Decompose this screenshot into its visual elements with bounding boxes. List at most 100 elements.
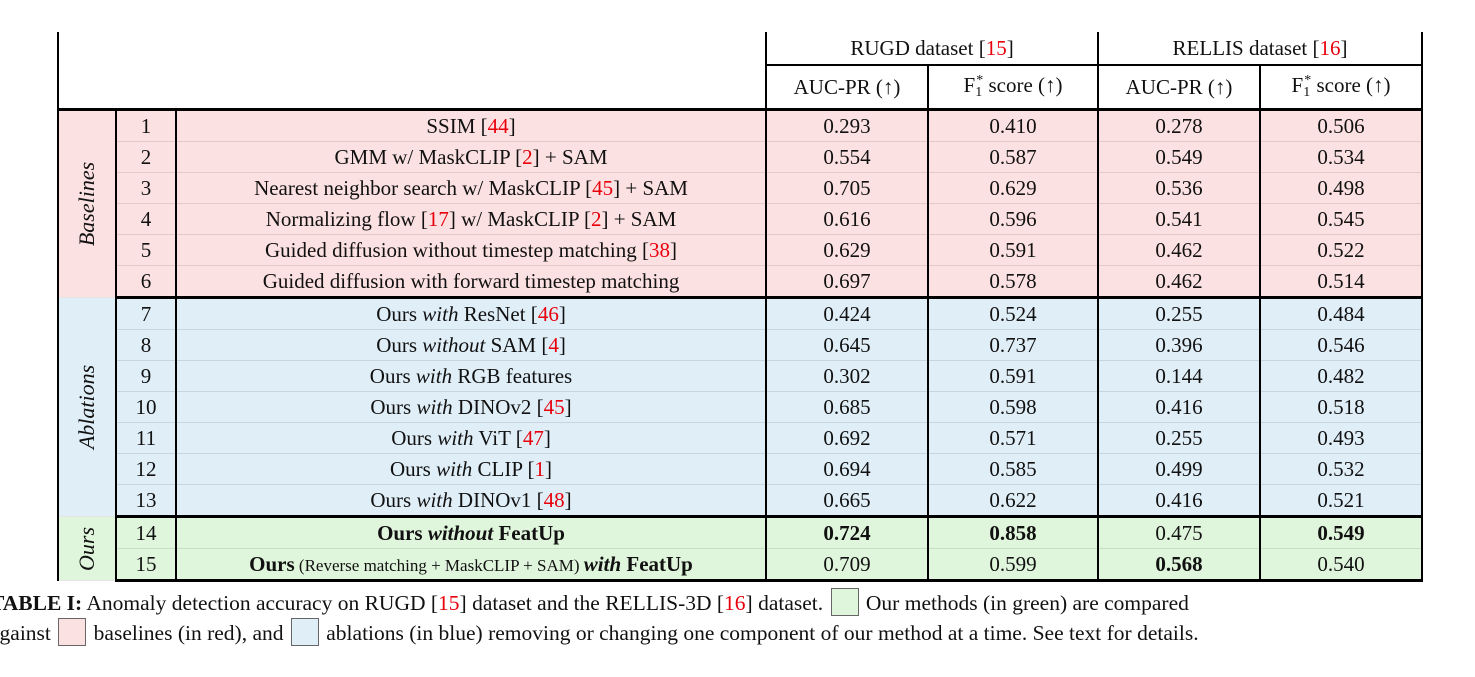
header-blank-cell-2 xyxy=(56,65,768,111)
method-text: Ours xyxy=(369,363,416,388)
rugd-f1-header: F1* score (↑) xyxy=(927,65,1100,111)
value-cell: 0.616 xyxy=(765,203,930,235)
method-italic: without xyxy=(427,520,494,545)
method-text: ] xyxy=(558,332,566,357)
value-cell: 0.546 xyxy=(1259,329,1424,361)
green-swatch-icon xyxy=(830,588,859,616)
citation-ref[interactable]: 46 xyxy=(537,301,559,326)
method-text: ] + SAM xyxy=(601,206,677,231)
method-text: ] xyxy=(508,113,516,138)
caption-text: baselines (in red), and xyxy=(88,621,289,645)
citation-ref[interactable]: 44 xyxy=(487,113,509,138)
method-cell: Ours with RGB features xyxy=(174,360,768,392)
value-cell: 0.482 xyxy=(1259,360,1424,392)
citation-ref[interactable]: 2 xyxy=(522,144,533,169)
blue-swatch-icon xyxy=(290,618,319,646)
method-cell: Ours (Reverse matching + MaskCLIP + SAM)… xyxy=(174,548,768,582)
table-row: 2 GMM w/ MaskCLIP [2] + SAM 0.554 0.587 … xyxy=(58,141,1424,173)
method-text: ViT [ xyxy=(473,425,523,450)
value-cell: 0.694 xyxy=(765,453,930,485)
row-number: 14 xyxy=(115,516,177,549)
value-cell: 0.709 xyxy=(765,548,930,582)
f1-rest: score (↑) xyxy=(1311,73,1391,97)
rellis-f1-header: F1* score (↑) xyxy=(1259,65,1424,111)
method-italic: with xyxy=(416,487,453,512)
method-text: RGB features xyxy=(452,363,573,388)
method-cell: Normalizing flow [17] w/ MaskCLIP [2] + … xyxy=(174,203,768,235)
value-cell: 0.302 xyxy=(765,360,930,392)
value-cell: 0.498 xyxy=(1259,172,1424,204)
row-number: 9 xyxy=(115,360,177,392)
value-cell: 0.622 xyxy=(927,484,1100,518)
value-cell: 0.532 xyxy=(1259,453,1424,485)
method-italic: with xyxy=(422,301,459,326)
citation-ref[interactable]: 2 xyxy=(590,206,602,231)
method-italic: with xyxy=(437,425,474,450)
citation-ref[interactable]: 1 xyxy=(534,456,546,481)
header-blank-cell xyxy=(56,32,768,65)
method-text: Ours xyxy=(390,456,437,481)
value-cell: 0.396 xyxy=(1097,329,1262,361)
header-row-datasets: RUGD dataset [15] RELLIS dataset [16] xyxy=(56,32,1424,66)
method-text: Nearest neighbor search w/ MaskCLIP [ xyxy=(254,175,593,200)
caption-text: Anomaly detection accuracy on RUGD [ xyxy=(82,591,439,615)
value-cell: 0.534 xyxy=(1259,141,1424,173)
citation-ref[interactable]: 48 xyxy=(543,487,565,512)
value-cell: 0.705 xyxy=(765,172,930,204)
value-cell: 0.293 xyxy=(765,108,930,142)
value-cell: 0.424 xyxy=(765,297,930,330)
baselines-text: Baselines xyxy=(74,161,99,247)
caption-ref[interactable]: 16 xyxy=(724,591,746,615)
row-number: 13 xyxy=(115,484,177,518)
table-row: 3 Nearest neighbor search w/ MaskCLIP [4… xyxy=(58,172,1424,204)
value-cell: 0.599 xyxy=(927,548,1100,582)
value-cell: 0.278 xyxy=(1097,108,1262,142)
value-cell: 0.493 xyxy=(1259,422,1424,454)
method-cell: Nearest neighbor search w/ MaskCLIP [45]… xyxy=(174,172,768,204)
row-number: 3 xyxy=(115,172,177,204)
citation-ref[interactable]: 38 xyxy=(649,237,670,262)
method-cell: Ours without SAM [4] xyxy=(174,329,768,361)
method-cell: Ours with DINOv2 [45] xyxy=(174,391,768,423)
rellis-ref[interactable]: 16 xyxy=(1319,35,1341,60)
table-row: 5 Guided diffusion without timestep matc… xyxy=(58,234,1424,266)
method-cell: GMM w/ MaskCLIP [2] + SAM xyxy=(174,141,768,173)
table-row: 12 Ours with CLIP [1] 0.694 0.585 0.499 … xyxy=(58,453,1424,485)
table-row: 11 Ours with ViT [47] 0.692 0.571 0.255 … xyxy=(58,422,1424,454)
citation-ref[interactable]: 47 xyxy=(522,425,544,450)
method-text: SSIM [ xyxy=(426,113,488,138)
row-number: 10 xyxy=(115,391,177,423)
f1-rest: score (↑) xyxy=(983,73,1063,97)
caption-ref[interactable]: 15 xyxy=(438,591,460,615)
method-detail: (Reverse matching + MaskCLIP + SAM) xyxy=(294,555,584,575)
method-cell: Ours with CLIP [1] xyxy=(174,453,768,485)
value-cell: 0.598 xyxy=(927,391,1100,423)
rellis-header: RELLIS dataset [16] xyxy=(1097,32,1424,66)
rugd-header: RUGD dataset [15] xyxy=(765,32,1100,66)
citation-ref[interactable]: 45 xyxy=(543,394,565,419)
method-text: Ours xyxy=(249,551,295,576)
value-cell: 0.571 xyxy=(927,422,1100,454)
row-number: 11 xyxy=(115,422,177,454)
rugd-ref[interactable]: 15 xyxy=(985,35,1007,60)
method-italic: with xyxy=(416,394,453,419)
method-cell: Ours with DINOv1 [48] xyxy=(174,484,768,518)
table-row: Ours 14 Ours without FeatUp 0.724 0.858 … xyxy=(57,516,1424,581)
value-cell: 0.255 xyxy=(1097,297,1262,330)
value-cell: 0.591 xyxy=(927,234,1100,266)
method-italic: with xyxy=(415,363,453,388)
value-cell: 0.499 xyxy=(1097,453,1262,485)
value-cell: 0.554 xyxy=(765,141,930,173)
method-cell: SSIM [44] xyxy=(174,108,768,142)
table-row: 10 Ours with DINOv2 [45] 0.685 0.598 0.4… xyxy=(58,391,1424,423)
citation-ref[interactable]: 45 xyxy=(592,175,614,200)
table-row: 4 Normalizing flow [17] w/ MaskCLIP [2] … xyxy=(58,203,1424,235)
table-caption: TABLE I: Anomaly detection accuracy on R… xyxy=(0,588,1475,648)
value-cell: 0.685 xyxy=(765,391,930,423)
value-cell: 0.578 xyxy=(927,265,1100,299)
f1-subscript: 1 xyxy=(1303,85,1311,100)
citation-ref[interactable]: 17 xyxy=(427,206,449,231)
value-cell: 0.629 xyxy=(927,172,1100,204)
value-cell: 0.585 xyxy=(927,453,1100,485)
citation-ref[interactable]: 4 xyxy=(548,332,559,357)
